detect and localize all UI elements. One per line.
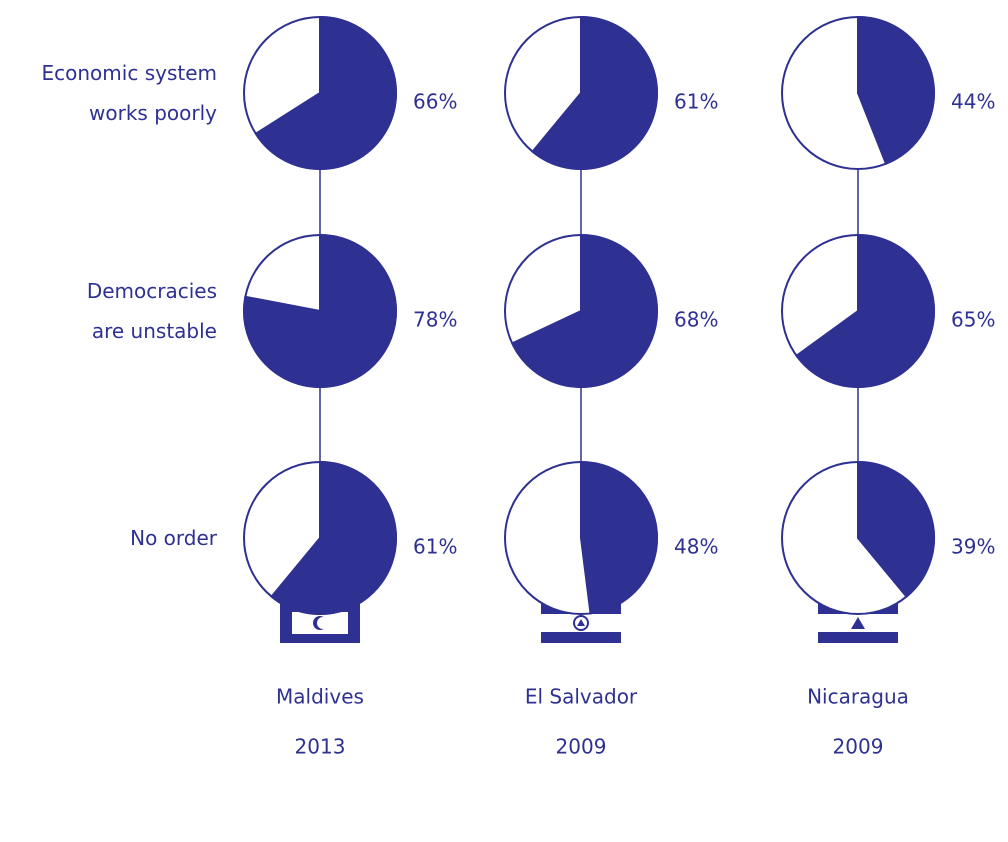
country-name: Maldives	[276, 685, 364, 709]
country-year: 2009	[556, 735, 607, 759]
row-label: Democracies are unstable	[86, 279, 217, 343]
pie-slice	[270, 460, 397, 615]
country-name: Nicaragua	[807, 685, 909, 709]
value-label: 39%	[951, 535, 995, 559]
value-label: 78%	[413, 308, 457, 332]
pie-slice	[254, 15, 397, 170]
value-label: 65%	[951, 308, 995, 332]
value-label: 44%	[951, 90, 995, 114]
country-year: 2009	[833, 735, 884, 759]
pie-slice	[243, 233, 397, 388]
value-label: 61%	[413, 535, 457, 559]
pie-slice	[510, 233, 658, 388]
country-year: 2013	[295, 735, 346, 759]
row-label: Economic system works poorly	[41, 61, 217, 125]
pie-slice	[795, 233, 935, 388]
country-name: El Salvador	[525, 685, 638, 709]
pie-slice	[580, 460, 658, 615]
value-label: 68%	[674, 308, 718, 332]
row-label: No order	[130, 526, 217, 550]
value-label: 61%	[674, 90, 718, 114]
value-label: 48%	[674, 535, 718, 559]
value-label: 66%	[413, 90, 457, 114]
pie-slice	[857, 15, 935, 165]
pie-slice	[531, 15, 658, 170]
pie-slice	[857, 460, 935, 598]
